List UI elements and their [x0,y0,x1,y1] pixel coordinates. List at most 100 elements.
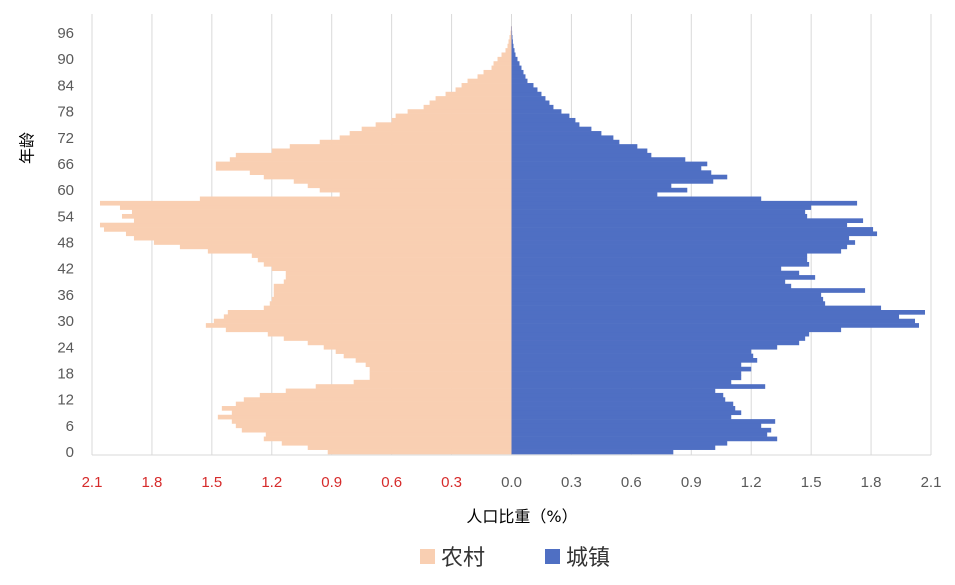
rural-bar-age-89 [493,61,512,66]
rural-bar-age-82 [445,91,512,97]
y-tick-label-11: 66 [57,156,74,173]
urban-bar-age-38 [511,283,792,289]
rural-bar-age-45 [251,253,512,258]
rural-bar-age-22 [343,353,512,359]
x-tick-label-8: 0.3 [561,474,582,491]
urban-bar-age-67 [511,157,686,162]
urban-bar-age-88 [511,65,522,71]
urban-bar-age-91 [511,52,516,58]
rural-bar-age-7 [231,419,512,424]
rural-bar-age-60 [319,187,512,193]
rural-bar-age-9 [231,410,512,416]
rural-bar-age-18 [369,371,512,376]
legend-swatch-rural [420,549,435,564]
legend: 农村 城镇 [420,546,610,571]
urban-bar-age-2 [511,440,728,446]
rural-bar-age-73 [349,131,512,136]
rural-bar-age-32 [227,310,512,315]
urban-bar-age-36 [511,292,822,298]
urban-bar-age-52 [511,222,848,228]
urban-bar-age-68 [511,152,652,158]
rural-bar-age-19 [369,366,512,372]
rural-bar-age-25 [307,340,512,346]
urban-bar-age-89 [511,61,520,66]
urban-bar-age-50 [511,231,878,237]
rural-bar-age-33 [263,305,512,311]
rural-bar-age-11 [235,401,512,407]
rural-bar-age-23 [335,349,512,354]
y-tick-label-14: 84 [57,77,74,94]
urban-bar-age-87 [511,69,524,75]
rural-bar-age-42 [271,266,512,272]
rural-bar-age-48 [153,240,512,245]
rural-bar-age-40 [285,275,512,280]
x-axis-ticks: 2.1 1.8 1.5 1.2 0.9 0.6 0.3 0.0 0.3 0.6 0.9 1.2 1.5 1… [82,474,942,491]
rural-bar-age-8 [217,414,512,420]
urban-bar-age-63 [511,174,728,180]
rural-bar-age-91 [501,52,512,58]
rural-bar-age-35 [271,296,512,302]
rural-bar-age-37 [273,288,512,293]
rural-bar-age-93 [507,43,512,49]
rural-bar-age-10 [221,406,512,411]
urban-bar-age-48 [511,240,856,245]
urban-bar-age-10 [511,406,736,411]
urban-bar-age-74 [511,126,592,132]
urban-bar-age-47 [511,244,848,250]
urban-bar-age-3 [511,436,778,442]
rural-bar-age-67 [229,157,512,162]
x-tick-label-0: 2.1 [82,474,103,491]
urban-bar-age-41 [511,270,800,276]
urban-bar-age-85 [511,78,528,84]
urban-bar-age-93 [511,43,514,49]
urban-bar-age-24 [511,344,778,350]
x-tick-label-4: 0.9 [321,474,342,491]
rural-bar-age-83 [455,87,512,93]
urban-bar-age-16 [511,379,732,385]
urban-bar-age-39 [511,279,786,285]
urban-bar-age-62 [511,179,714,184]
rural-bar-age-24 [323,344,512,350]
y-tick-label-16: 96 [57,25,74,42]
urban-bar-age-15 [511,384,766,389]
rural-bar-age-79 [423,104,512,110]
urban-bar-age-57 [511,200,858,206]
rural-bar-age-27 [267,331,512,337]
rural-bar-age-86 [477,74,512,79]
rural-bar-age-77 [395,113,512,119]
x-tick-label-9: 0.6 [621,474,642,491]
rural-bar-age-64 [249,170,512,175]
rural-bar-age-68 [235,152,512,158]
rural-bar-age-80 [429,100,512,106]
rural-bar-age-5 [241,427,512,433]
rural-bar-age-31 [223,314,512,320]
rural-bar-age-39 [283,279,512,285]
urban-bar-age-25 [511,340,800,346]
urban-bar-age-14 [511,388,716,394]
rural-bar-age-66 [215,161,512,167]
urban-bar-age-21 [511,358,758,363]
urban-bar-age-60 [511,187,688,193]
urban-bar-age-43 [511,261,810,267]
urban-bar-age-31 [511,314,900,320]
rural-bar-age-16 [353,379,512,385]
rural-bar-age-26 [283,336,512,341]
y-axis-ticks: 0 6 12 18 24 30 36 42 48 54 60 66 72 78 84 90 96 [57,25,74,461]
urban-bar-age-18 [511,371,742,376]
rural-bar-age-47 [179,244,512,250]
y-tick-label-3: 18 [57,365,74,382]
urban-bar-age-83 [511,87,538,93]
urban-bar-age-45 [511,253,808,258]
y-tick-label-9: 54 [57,208,74,225]
x-tick-label-12: 1.5 [801,474,822,491]
x-tick-label-14: 2.1 [921,474,942,491]
urban-bar-age-34 [511,301,826,306]
urban-bar-age-27 [511,331,810,337]
rural-bar-age-85 [467,78,512,84]
urban-bar-age-49 [511,235,850,241]
urban-bar-age-72 [511,135,614,141]
x-tick-label-10: 0.9 [681,474,702,491]
legend-label-urban: 城镇 [566,546,610,571]
urban-bar-age-58 [511,196,762,202]
urban-bar-age-1 [511,445,716,450]
